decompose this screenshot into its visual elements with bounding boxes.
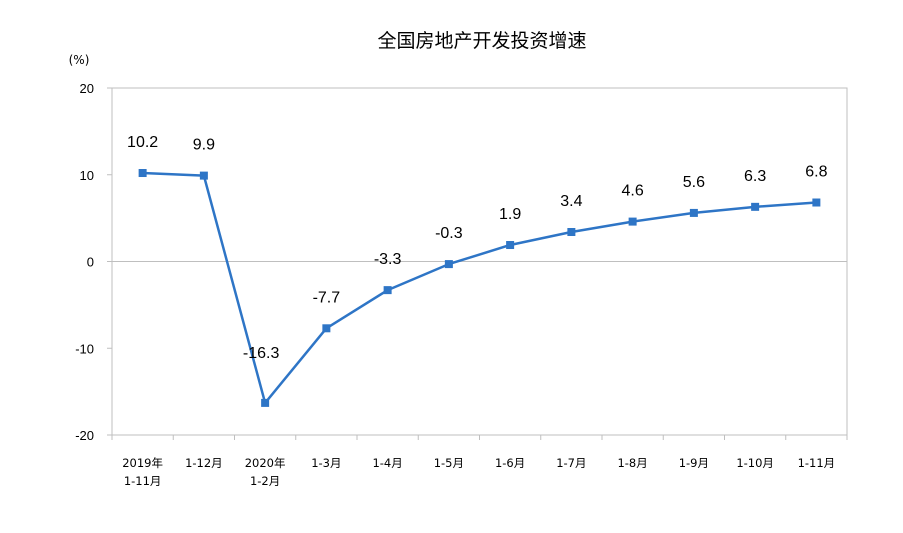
data-label: -3.3 [374, 251, 402, 268]
x-tick-label: 1-8月 [617, 456, 647, 470]
x-tick-label: 1-7月 [556, 456, 586, 470]
data-label: 10.2 [127, 134, 158, 151]
y-axis-unit: (%) [69, 53, 90, 67]
y-tick-label: 10 [80, 168, 94, 183]
data-label: 9.9 [193, 137, 215, 154]
data-label: 1.9 [499, 206, 521, 223]
series-line [142, 171, 817, 405]
y-tick-label: 0 [87, 255, 94, 270]
x-tick-label: 2019年 [122, 456, 163, 470]
data-point-marker [506, 241, 515, 250]
data-point-marker [444, 260, 453, 269]
x-axis: 2019年 1-11月 1-12月 2020年 1-2月 1-3月 1-4月 1-5月 1-6月… [111, 435, 848, 488]
data-label: 5.6 [683, 174, 705, 191]
data-point-marker [138, 169, 147, 178]
data-label: 3.4 [560, 193, 582, 210]
data-label: 4.6 [622, 183, 644, 200]
data-label: -0.3 [435, 225, 463, 242]
chart-title: 全国房地产开发投资增速 [377, 30, 586, 52]
data-point-marker [812, 198, 821, 207]
x-tick-label: 1-11月 [798, 456, 836, 470]
data-point-marker [383, 286, 392, 295]
data-labels: 10.2 9.9 -16.3 -7.7 -3.3 -0.3 1.9 3.4 4.6 5.6 6.3 6… [127, 134, 828, 362]
data-point-marker [322, 324, 331, 333]
y-tick-label: -20 [75, 428, 94, 443]
data-point-marker [751, 202, 760, 211]
y-axis: 20 10 0 -10 -20 [75, 81, 847, 443]
data-label: -16.3 [243, 345, 280, 362]
data-point-marker [567, 228, 576, 237]
x-tick-label: 1-10月 [736, 456, 774, 470]
x-tick-label: 1-4月 [372, 456, 402, 470]
x-tick-label: 1-3月 [311, 456, 341, 470]
data-point-marker [199, 171, 208, 180]
y-tick-label: 20 [80, 81, 94, 96]
x-tick-label: 1-2月 [250, 474, 280, 488]
data-point-marker [261, 398, 270, 407]
data-point-marker [628, 217, 637, 226]
data-point-marker [689, 208, 698, 217]
data-label: 6.3 [744, 168, 766, 185]
data-label: 6.8 [805, 164, 827, 181]
data-label: -7.7 [313, 289, 341, 306]
x-tick-label: 1-11月 [124, 474, 162, 488]
x-tick-label: 1-12月 [185, 456, 223, 470]
x-tick-label: 1-9月 [679, 456, 709, 470]
x-tick-label: 2020年 [245, 456, 286, 470]
y-tick-label: -10 [75, 341, 94, 356]
series-investment-growth [138, 169, 821, 407]
x-tick-label: 1-6月 [495, 456, 525, 470]
x-tick-label: 1-5月 [434, 456, 464, 470]
